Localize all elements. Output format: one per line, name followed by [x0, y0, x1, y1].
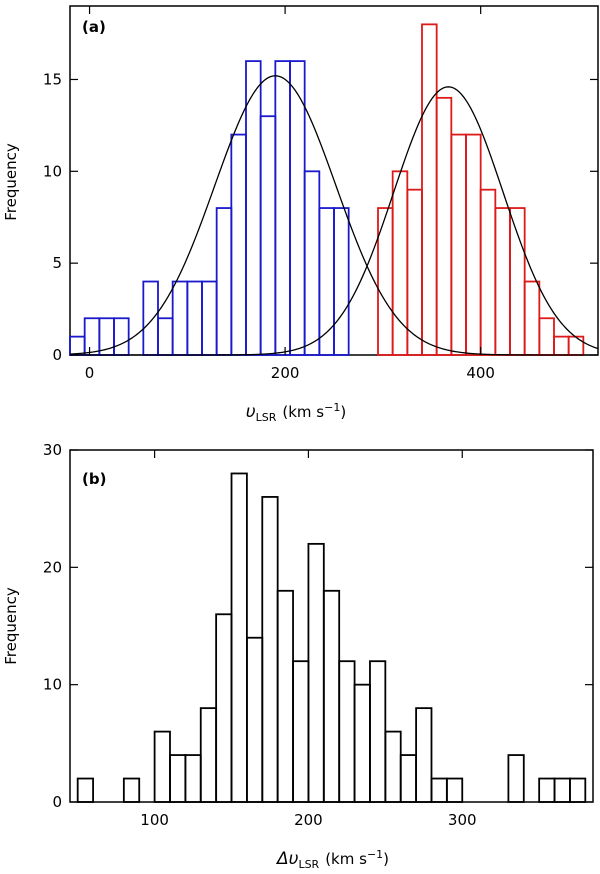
panel-b-bar-delta — [569, 777, 587, 803]
panel-a-bar-blue — [142, 280, 159, 356]
panel-a-bar-blue — [113, 317, 130, 356]
panel-a-bar-blue — [259, 115, 277, 356]
panel-a-bar-red — [523, 280, 541, 356]
panel-a-bar-blue — [157, 317, 174, 356]
panel-b-y-tick-label: 10 — [43, 676, 62, 694]
panel-b-x-title-unit-close: ) — [383, 850, 389, 868]
panel-b-bar-delta — [369, 660, 387, 803]
panel-a-x-title-unit-close: ) — [340, 403, 346, 421]
panel-a-bar-red — [567, 335, 585, 356]
panel-b-bar-delta — [415, 707, 433, 803]
panel-b-bar-delta — [292, 660, 310, 803]
panel-a-y-tick-label: 5 — [52, 254, 62, 272]
panel-a-bar-blue — [303, 170, 321, 356]
panel-b-bar-delta — [184, 754, 202, 803]
panel-a-ticks: 0 200 400 0 5 10 15 — [43, 6, 598, 382]
panel-b-bar-delta — [76, 777, 94, 803]
panel-a-x-tick-label: 200 — [271, 364, 300, 382]
panel-b-bar-delta — [430, 777, 448, 803]
panel-b-x-title-sub: LSR — [298, 858, 319, 871]
panel-a-bar-blue — [201, 280, 218, 356]
panel-b-bar-delta — [169, 754, 187, 803]
panel-a-bar-red — [538, 317, 555, 356]
panel-a-x-title-sub: LSR — [256, 411, 277, 424]
panel-b-bar-delta — [276, 589, 294, 803]
panel-a-bar-blue — [69, 335, 86, 356]
panel-a-fit-curves — [69, 75, 599, 356]
panel-b-bar-delta — [322, 589, 341, 803]
panel-a-gaussian-fit-1 — [69, 75, 598, 356]
panel-a-bar-red — [553, 335, 570, 356]
panel-b-chart: 100 200 300 0 10 20 30 (b) Frequency ΔυLSR (km … — [2, 441, 594, 871]
panel-b-bar-delta — [399, 754, 418, 803]
panel-a-bar-red — [465, 133, 482, 356]
panel-a-bar-red — [450, 133, 467, 356]
panel-a-x-title-unit-sup: −1 — [324, 401, 340, 414]
panel-b-label: (b) — [82, 470, 106, 488]
panel-a-x-title-main: υ — [246, 402, 256, 422]
panel-a-bar-blue — [274, 60, 291, 356]
panel-b-y-tick-label: 0 — [52, 793, 62, 811]
panel-b-y-tick-label: 20 — [43, 558, 62, 576]
panel-a-y-tick-label: 15 — [43, 70, 62, 88]
panel-b-bar-delta — [153, 730, 171, 803]
panel-a-bar-blue — [171, 280, 189, 356]
panel-b-bar-delta — [307, 542, 325, 803]
panel-a-bar-blue — [230, 133, 247, 356]
panel-b-x-tick-label: 300 — [448, 811, 477, 829]
panel-a-chart: 0 200 400 0 5 10 15 (a) Frequency υLSR (km s−1) — [2, 5, 599, 424]
panel-b-x-tick-label: 200 — [294, 811, 323, 829]
panel-a-x-tick-label: 0 — [85, 364, 95, 382]
panel-b-bar-delta — [353, 683, 371, 803]
panel-a-label: (a) — [82, 18, 106, 36]
panel-b-bar-delta — [384, 730, 402, 803]
panel-a-bar-blue — [333, 207, 350, 356]
panel-b-bar-delta — [215, 613, 233, 803]
panel-a-bar-blue — [289, 60, 306, 356]
panel-a-y-tick-label: 10 — [43, 162, 62, 180]
panel-a-x-tick-label: 400 — [466, 364, 495, 382]
panel-a-bar-blue — [83, 317, 101, 356]
panel-a-bar-red — [479, 188, 497, 356]
panel-b-bar-delta — [122, 777, 141, 803]
panel-a-x-axis-title: υLSR (km s−1) — [246, 401, 346, 424]
panel-a-y-tick-label: 0 — [52, 346, 62, 364]
panel-a-gaussian-fit-2 — [70, 86, 599, 356]
panel-a-y-axis-title: Frequency — [2, 143, 20, 221]
panel-a-bar-red — [509, 207, 526, 356]
panel-b-plot-area — [69, 449, 594, 803]
panel-b-y-tick-label: 30 — [43, 441, 62, 459]
panel-b-x-axis-title: ΔυLSR (km s−1) — [275, 848, 389, 871]
panel-a-bar-red — [421, 23, 438, 356]
panel-a-bar-blue — [215, 207, 233, 356]
panel-b-bar-delta — [553, 777, 571, 803]
panel-b-bar-delta — [261, 496, 279, 803]
panel-b-bar-delta — [230, 472, 248, 803]
panel-b-bars — [76, 472, 587, 803]
panel-a-bar-blue — [245, 60, 262, 356]
panel-b-x-title-unit: (km s — [325, 850, 367, 868]
panel-b-bar-delta — [245, 636, 264, 803]
panel-a-bar-blue — [186, 280, 203, 356]
panel-b-bar-delta — [507, 754, 525, 803]
panel-b-bar-delta — [445, 777, 464, 803]
panel-b-x-title-unit-sup: −1 — [367, 848, 383, 861]
panel-b-x-title-main: Δυ — [275, 849, 299, 869]
panel-b-bar-delta — [338, 660, 356, 803]
panel-a-bar-red — [435, 96, 453, 356]
panel-b-bar-delta — [538, 777, 556, 803]
panel-b-x-tick-label: 100 — [140, 811, 169, 829]
panel-a-x-title-unit: (km s — [282, 403, 324, 421]
panel-b-y-axis-title: Frequency — [2, 587, 20, 665]
panel-b-ticks: 100 200 300 0 10 20 30 — [43, 441, 593, 829]
panel-a-bar-red — [494, 207, 511, 356]
panel-a-bars — [69, 23, 585, 356]
panel-b-bar-delta — [199, 707, 218, 803]
